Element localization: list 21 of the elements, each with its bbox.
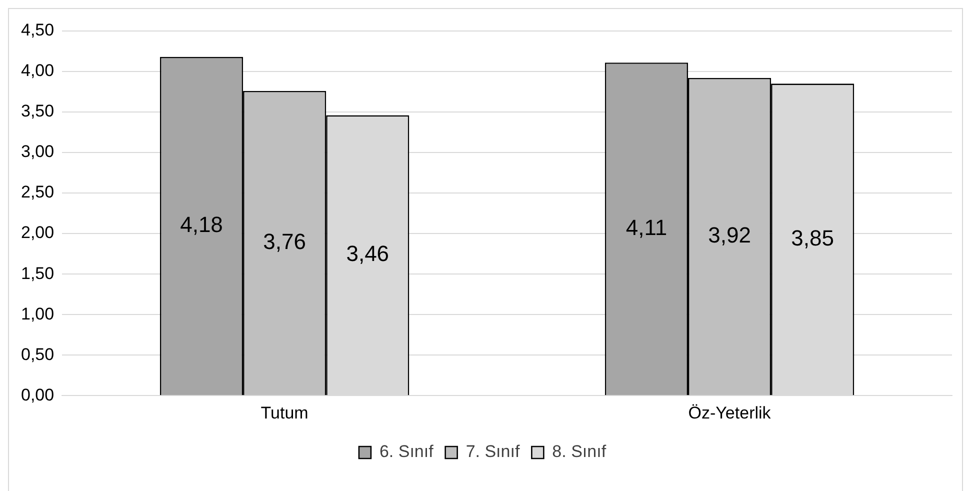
y-tick-label: 1,00 <box>20 304 54 324</box>
data-label: 4,18 <box>180 212 223 238</box>
data-label: 3,46 <box>346 241 390 266</box>
y-tick-label: 0,50 <box>20 344 54 364</box>
legend-label: 6. Sınıf <box>379 442 434 462</box>
y-tick-label: 4,00 <box>20 61 54 80</box>
legend-label: 8. Sınıf <box>552 442 606 462</box>
x-tick-label: Tutum <box>260 403 308 422</box>
y-tick-label: 4,50 <box>20 20 54 40</box>
y-tick-label: 0,00 <box>20 385 54 404</box>
y-tick-label: 2,00 <box>20 223 54 242</box>
legend-label: 7. Sınıf <box>466 442 520 462</box>
data-label: 4,11 <box>626 214 668 240</box>
y-tick-label: 1,50 <box>20 264 54 283</box>
data-label: 3,85 <box>791 225 834 250</box>
x-tick-label: Öz-Yeterlik <box>688 403 772 422</box>
y-tick-label: 2,50 <box>20 182 54 202</box>
data-label: 3,92 <box>708 222 751 248</box>
data-label: 3,76 <box>263 229 306 254</box>
y-tick-label: 3,00 <box>20 142 54 162</box>
y-tick-label: 3,50 <box>20 102 54 121</box>
